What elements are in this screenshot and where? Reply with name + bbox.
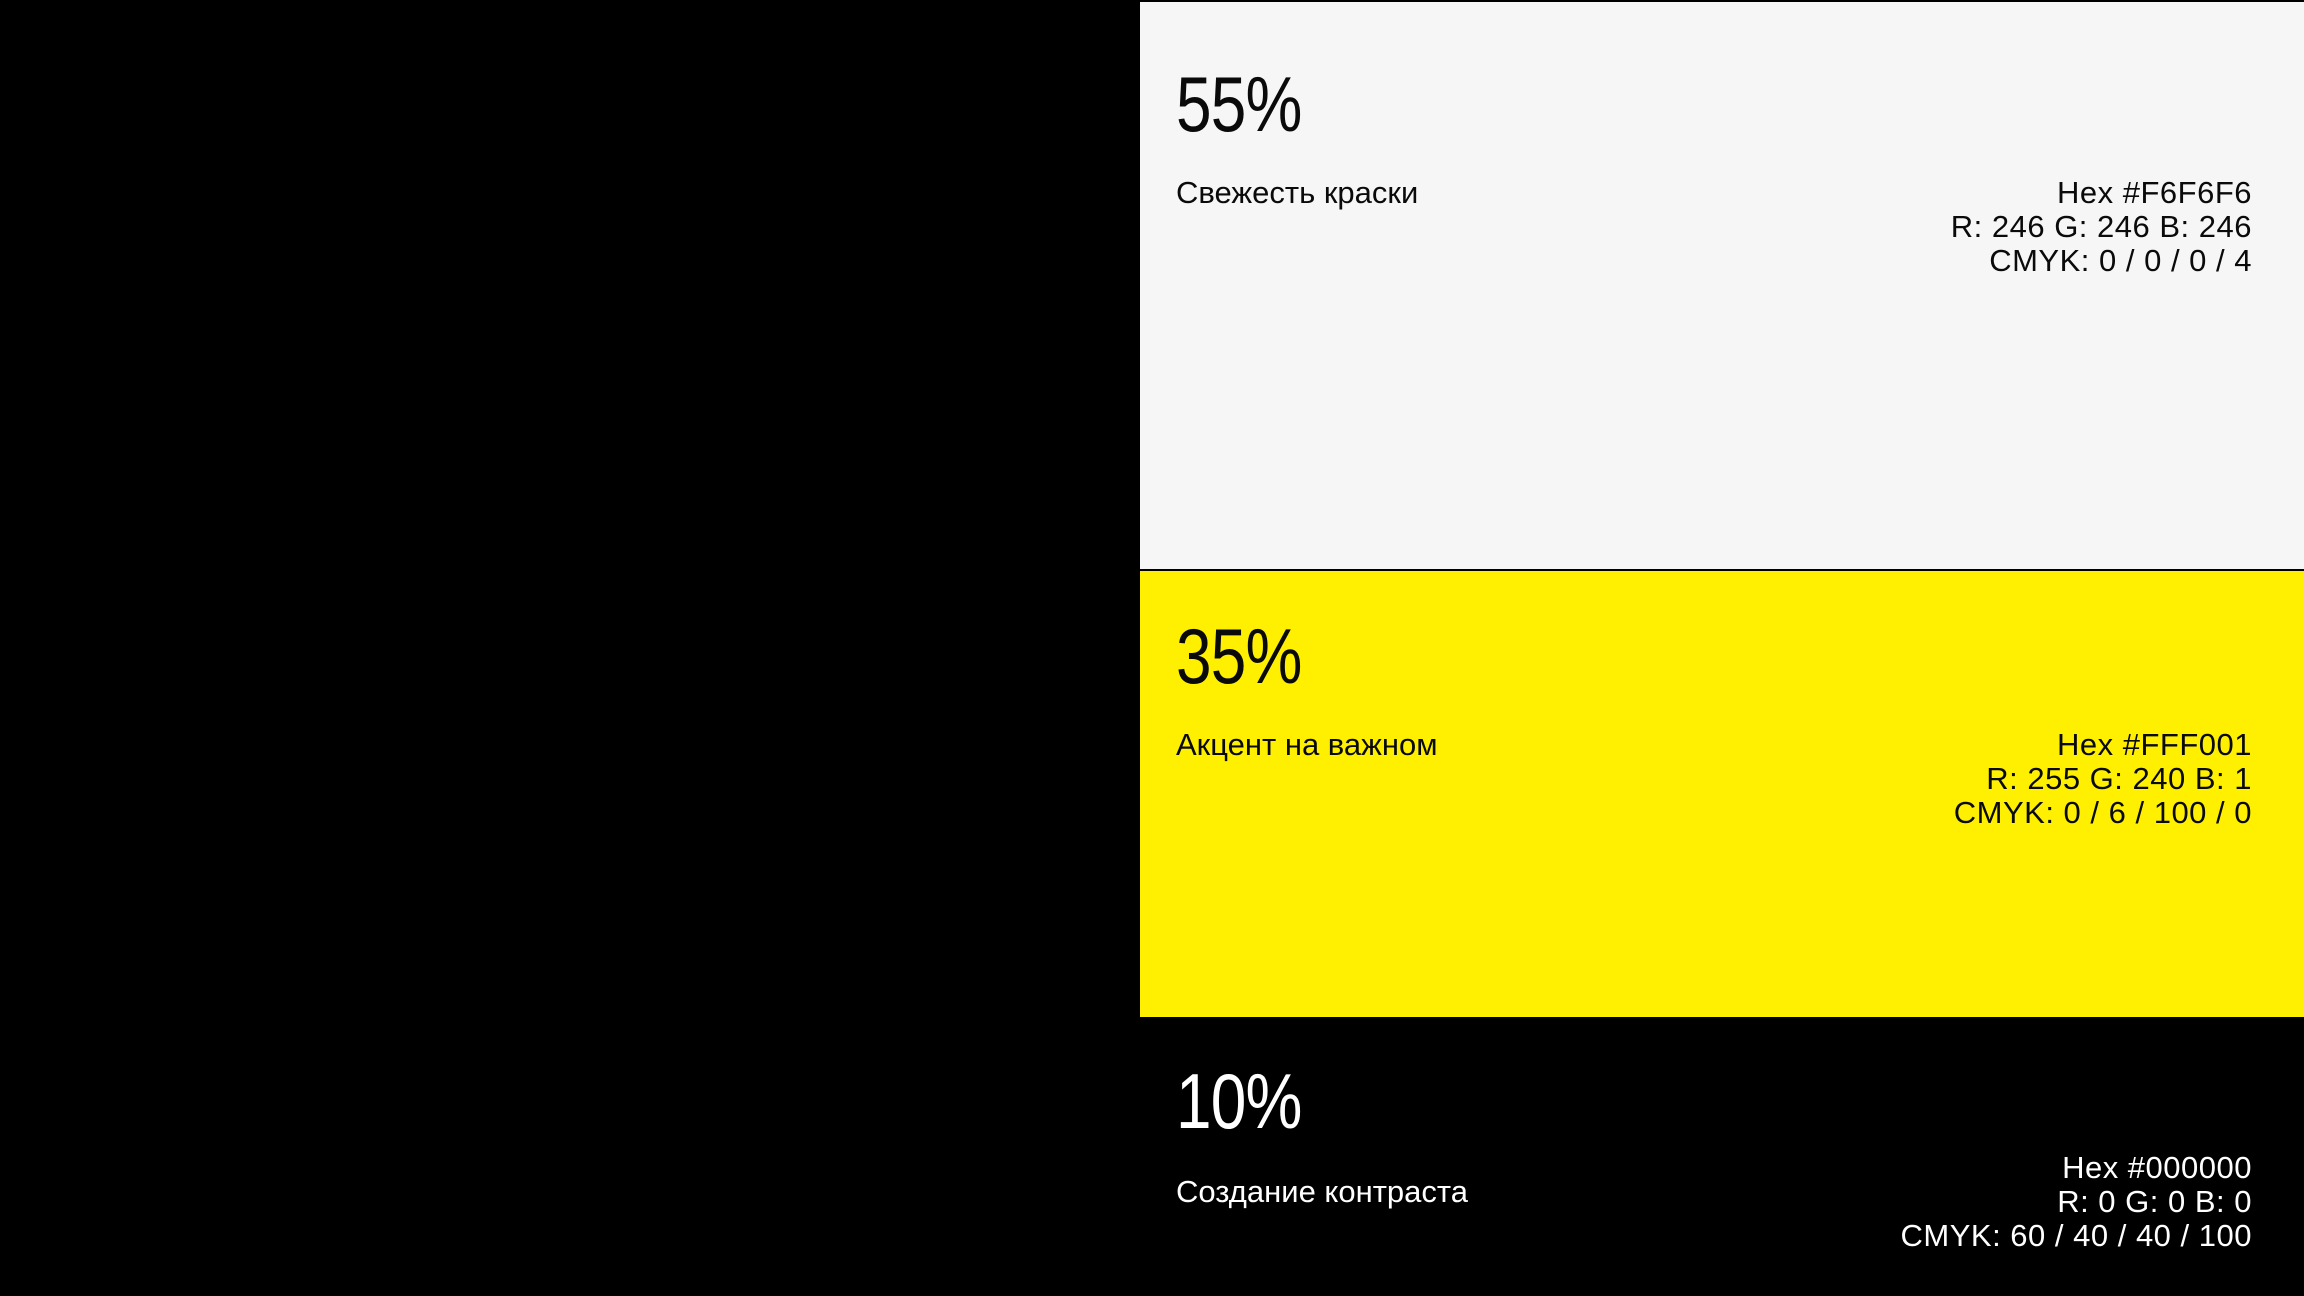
swatch-panel-light-gray: 55% Свежесть краски Hex #F6F6F6 R: 246 G… xyxy=(1140,2,2304,569)
left-black-background xyxy=(0,0,1140,1296)
swatch-share-percent: 35% xyxy=(1176,612,1302,700)
swatch-cmyk-value: CMYK: 0 / 0 / 0 / 4 xyxy=(1989,243,2252,278)
swatch-share-percent: 10% xyxy=(1176,1057,1302,1145)
swatch-cmyk-value: CMYK: 60 / 40 / 40 / 100 xyxy=(1900,1218,2252,1253)
swatch-share-percent: 55% xyxy=(1176,60,1302,148)
swatch-panel-black: 10% Создание контраста Hex #000000 R: 0 … xyxy=(1140,1017,2304,1296)
swatch-name: Свежесть краски xyxy=(1176,175,1419,210)
swatch-color-specs: Hex #F6F6F6 R: 246 G: 246 B: 246 CMYK: 0… xyxy=(1951,176,2252,278)
swatch-rgb-value: R: 255 G: 240 B: 1 xyxy=(1986,761,2252,796)
swatch-panel-yellow: 35% Акцент на важном Hex #FFF001 R: 255 … xyxy=(1140,571,2304,1017)
swatch-rgb-value: R: 0 G: 0 B: 0 xyxy=(2057,1184,2252,1219)
swatch-color-specs: Hex #000000 R: 0 G: 0 B: 0 CMYK: 60 / 40… xyxy=(1901,1151,2252,1253)
swatch-rgb-value: R: 246 G: 246 B: 246 xyxy=(1950,209,2252,244)
swatch-hex-value: Hex #FFF001 xyxy=(2056,727,2252,762)
swatch-name: Акцент на важном xyxy=(1176,727,1438,762)
swatch-name: Создание контраста xyxy=(1176,1174,1468,1209)
swatch-cmyk-value: CMYK: 0 / 6 / 100 / 0 xyxy=(1953,795,2252,830)
swatch-hex-value: Hex #000000 xyxy=(2062,1150,2252,1185)
swatch-hex-value: Hex #F6F6F6 xyxy=(2056,175,2252,210)
swatch-color-specs: Hex #FFF001 R: 255 G: 240 B: 1 CMYK: 0 /… xyxy=(1954,728,2252,830)
